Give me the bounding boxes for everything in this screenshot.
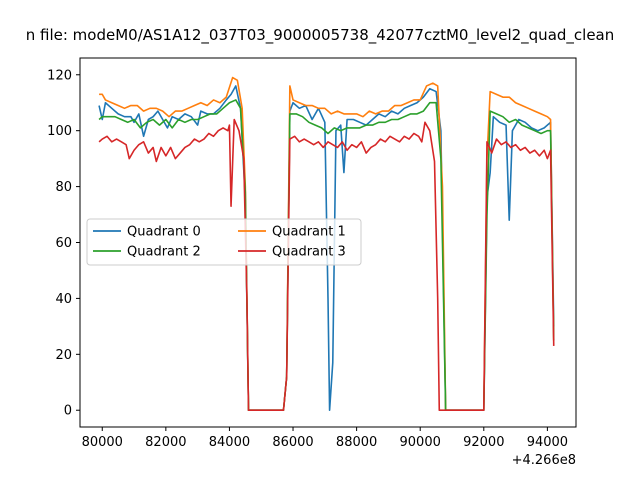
y-tick-label: 40	[55, 292, 72, 307]
chart-title: n file: modeM0/AS1A12_037T03_9000005738_…	[26, 26, 615, 45]
x-tick-label: 92000	[463, 435, 504, 450]
x-offset-label: +4.266e8	[512, 453, 576, 468]
x-tick-label: 90000	[400, 435, 441, 450]
x-tick-label: 88000	[336, 435, 377, 450]
series-layer	[98, 76, 555, 412]
x-tick-label: 84000	[209, 435, 250, 450]
y-tick-label: 100	[47, 124, 72, 139]
y-tick-label: 80	[55, 180, 72, 195]
y-tick-label: 0	[64, 404, 72, 419]
legend-label-quadrant-3: Quadrant 3	[272, 245, 346, 260]
x-tick-label: 94000	[527, 435, 568, 450]
legend-label-quadrant-2: Quadrant 2	[127, 245, 201, 260]
x-tick-label: 82000	[145, 435, 186, 450]
y-tick-label: 120	[47, 68, 72, 83]
y-tick-label: 20	[55, 348, 72, 363]
y-axis: 0 20 40 60 80 100 120	[47, 68, 80, 419]
legend-label-quadrant-0: Quadrant 0	[127, 225, 201, 240]
legend-label-quadrant-1: Quadrant 1	[272, 225, 346, 240]
x-tick-label: 80000	[82, 435, 123, 450]
legend-box	[86, 218, 362, 266]
x-tick-label: 86000	[272, 435, 313, 450]
x-axis: 80000 82000 84000 86000 88000 90000 92000 94000	[82, 427, 568, 450]
series-line-quadrant-3	[98, 118, 555, 412]
y-tick-label: 60	[55, 236, 72, 251]
legend: Quadrant 0 Quadrant 1 Quadrant 2 Quadrant 3	[86, 218, 362, 266]
